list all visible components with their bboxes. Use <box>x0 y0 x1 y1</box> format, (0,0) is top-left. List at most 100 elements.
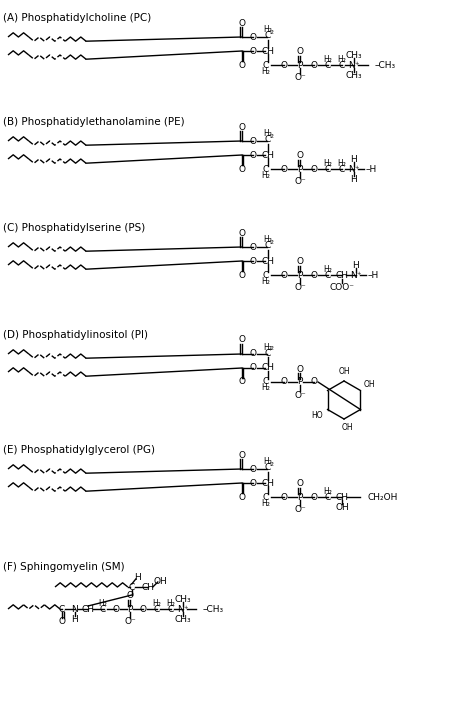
Text: P: P <box>297 377 303 387</box>
Text: O⁻: O⁻ <box>294 390 306 400</box>
Text: O: O <box>249 150 256 160</box>
Text: O: O <box>281 271 288 279</box>
Text: O: O <box>310 60 318 70</box>
Text: CH: CH <box>336 271 348 279</box>
Text: N⁺: N⁺ <box>348 60 360 70</box>
Text: O: O <box>310 164 318 174</box>
Text: O: O <box>297 480 303 488</box>
Text: (A) Phosphatidylcholine (PC): (A) Phosphatidylcholine (PC) <box>3 13 151 23</box>
Text: H₂: H₂ <box>337 158 346 168</box>
Text: O: O <box>58 618 65 626</box>
Text: C: C <box>263 164 269 174</box>
Text: P: P <box>128 605 133 613</box>
Text: CH: CH <box>336 492 348 502</box>
Text: CH: CH <box>262 150 274 160</box>
Text: C: C <box>339 60 345 70</box>
Text: CH: CH <box>262 364 274 372</box>
Text: H₂: H₂ <box>153 598 162 608</box>
Text: C: C <box>100 605 106 613</box>
Text: C: C <box>263 60 269 70</box>
Text: O: O <box>112 605 119 613</box>
Text: OH: OH <box>338 367 350 377</box>
Text: 2: 2 <box>270 346 274 351</box>
Text: C: C <box>265 241 271 251</box>
Text: H: H <box>72 614 78 624</box>
Text: O: O <box>238 451 246 459</box>
Text: CH₂OH: CH₂OH <box>368 492 398 502</box>
Text: P: P <box>297 60 303 70</box>
Text: O⁻: O⁻ <box>294 505 306 515</box>
Text: –H: –H <box>366 164 377 174</box>
Text: O: O <box>249 479 256 487</box>
Text: –CH₃: –CH₃ <box>203 605 224 613</box>
Text: CH₃: CH₃ <box>175 595 191 603</box>
Text: O: O <box>238 492 246 502</box>
Text: H: H <box>351 155 357 163</box>
Text: P: P <box>297 164 303 174</box>
Text: O: O <box>310 271 318 279</box>
Text: O⁻: O⁻ <box>124 618 136 626</box>
Text: H₂: H₂ <box>262 171 271 179</box>
Text: –H: –H <box>368 271 379 279</box>
Text: H₂: H₂ <box>99 598 108 608</box>
Text: O: O <box>249 32 256 42</box>
Text: C: C <box>325 164 331 174</box>
Text: C: C <box>154 605 160 613</box>
Text: O: O <box>297 48 303 56</box>
Text: O: O <box>249 364 256 372</box>
Text: CH: CH <box>82 605 94 613</box>
Text: H₂: H₂ <box>337 55 346 63</box>
Text: H₂: H₂ <box>262 66 271 76</box>
Text: 2: 2 <box>270 30 274 35</box>
Text: O⁻: O⁻ <box>294 73 306 83</box>
Text: C: C <box>325 492 331 502</box>
Text: C: C <box>325 271 331 279</box>
Text: C: C <box>325 60 331 70</box>
Text: CH₃: CH₃ <box>175 614 191 624</box>
Text: O: O <box>310 492 318 502</box>
Text: O⁻: O⁻ <box>294 178 306 186</box>
Text: N: N <box>72 605 78 613</box>
Text: O⁻: O⁻ <box>294 284 306 292</box>
Text: C: C <box>265 135 271 145</box>
Text: P: P <box>297 492 303 502</box>
Text: COO⁻: COO⁻ <box>329 282 355 292</box>
Text: O: O <box>238 228 246 238</box>
Text: O: O <box>238 122 246 132</box>
Text: (E) Phosphatidylglycerol (PG): (E) Phosphatidylglycerol (PG) <box>3 445 155 455</box>
Text: C: C <box>263 377 269 387</box>
Text: O: O <box>127 592 134 600</box>
Text: CH₃: CH₃ <box>346 71 362 79</box>
Text: O: O <box>249 137 256 145</box>
Text: N⁺: N⁺ <box>348 164 360 174</box>
Text: H₂: H₂ <box>264 25 273 35</box>
Text: O: O <box>249 256 256 266</box>
Text: H₂: H₂ <box>324 158 332 168</box>
Text: O: O <box>249 349 256 359</box>
Text: O: O <box>281 492 288 502</box>
Text: H₂: H₂ <box>264 235 273 245</box>
Text: H₂: H₂ <box>264 343 273 351</box>
Text: HO: HO <box>312 411 323 420</box>
Text: (D) Phosphatidylinositol (PI): (D) Phosphatidylinositol (PI) <box>3 330 148 340</box>
Text: CH: CH <box>262 256 274 266</box>
Text: O: O <box>281 164 288 174</box>
Text: O: O <box>281 377 288 387</box>
Text: O: O <box>238 60 246 70</box>
Text: C: C <box>59 605 65 613</box>
Text: OH: OH <box>364 380 375 389</box>
Text: N⁺: N⁺ <box>350 271 362 279</box>
Text: CH₃: CH₃ <box>346 50 362 60</box>
Text: O: O <box>297 258 303 266</box>
Text: (F) Sphingomyelin (SM): (F) Sphingomyelin (SM) <box>3 562 125 572</box>
Text: O: O <box>297 151 303 161</box>
Text: O: O <box>238 271 246 279</box>
Text: C: C <box>265 464 271 472</box>
Text: (B) Phosphatidylethanolamine (PE): (B) Phosphatidylethanolamine (PE) <box>3 117 185 127</box>
Text: C: C <box>263 492 269 502</box>
Text: 2: 2 <box>270 240 274 245</box>
Text: H₂: H₂ <box>324 487 332 495</box>
Text: C: C <box>339 164 345 174</box>
Text: H₂: H₂ <box>262 276 271 286</box>
Text: O: O <box>249 47 256 55</box>
